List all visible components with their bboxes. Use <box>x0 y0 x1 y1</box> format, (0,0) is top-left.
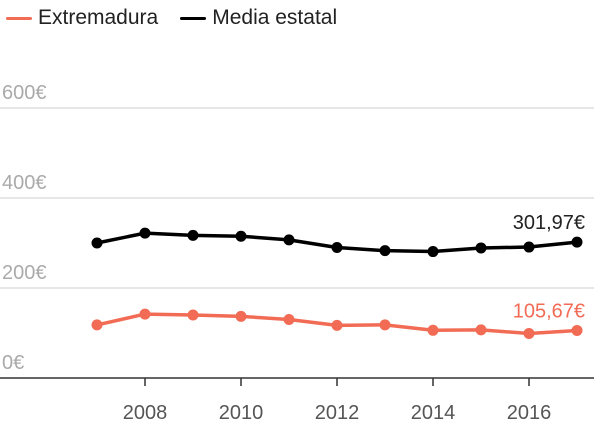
data-point-media-estatal-2009 <box>187 229 199 241</box>
end-label-media-estatal: 301,97€ <box>513 212 585 234</box>
x-tick-label-2012: 2012 <box>315 402 360 424</box>
y-tick-label-200: 200€ <box>2 262 47 284</box>
data-point-extremadura-2011 <box>283 314 295 325</box>
data-point-media-estatal-2012 <box>331 242 343 253</box>
end-label-extremadura: 105,67€ <box>513 300 585 322</box>
data-point-extremadura-2013 <box>379 319 391 331</box>
data-point-media-estatal-2011 <box>283 234 295 246</box>
legend-item-extremadura: Extremadura <box>6 6 158 30</box>
legend-label-extremadura: Extremadura <box>38 6 159 29</box>
data-point-media-estatal-2014 <box>427 246 439 258</box>
chart-legend: Extremadura Media estatal <box>6 6 337 30</box>
x-tick-label-2010: 2010 <box>219 402 264 424</box>
data-point-media-estatal-2007 <box>91 237 103 249</box>
data-point-media-estatal-2015 <box>475 242 487 254</box>
legend-swatch-extremadura <box>6 16 32 20</box>
x-tick-label-2008: 2008 <box>123 402 168 424</box>
data-point-extremadura-2015 <box>475 324 487 336</box>
data-point-extremadura-2010 <box>235 310 247 322</box>
y-tick-label-400: 400€ <box>2 172 47 194</box>
data-point-extremadura-2014 <box>427 324 439 336</box>
legend-swatch-media-estatal <box>180 16 207 20</box>
data-point-extremadura-2009 <box>187 309 199 321</box>
data-point-media-estatal-2008 <box>139 227 151 239</box>
data-point-extremadura-2007 <box>91 319 103 331</box>
y-tick-label-0: 0€ <box>2 352 24 374</box>
data-point-media-estatal-2017 <box>571 236 583 248</box>
data-point-extremadura-2008 <box>139 308 151 320</box>
x-tick-label-2016: 2016 <box>507 402 552 424</box>
x-tick-label-2014: 2014 <box>411 402 456 424</box>
data-point-media-estatal-2016 <box>523 241 535 253</box>
data-point-extremadura-2012 <box>331 319 343 331</box>
legend-item-media-estatal: Media estatal <box>180 6 337 30</box>
data-point-media-estatal-2010 <box>235 230 247 242</box>
legend-label-media-estatal: Media estatal <box>212 6 338 29</box>
data-point-extremadura-2017 <box>571 324 583 336</box>
data-point-media-estatal-2013 <box>379 245 391 257</box>
y-tick-label-600: 600€ <box>2 82 47 104</box>
data-point-extremadura-2016 <box>523 327 535 339</box>
